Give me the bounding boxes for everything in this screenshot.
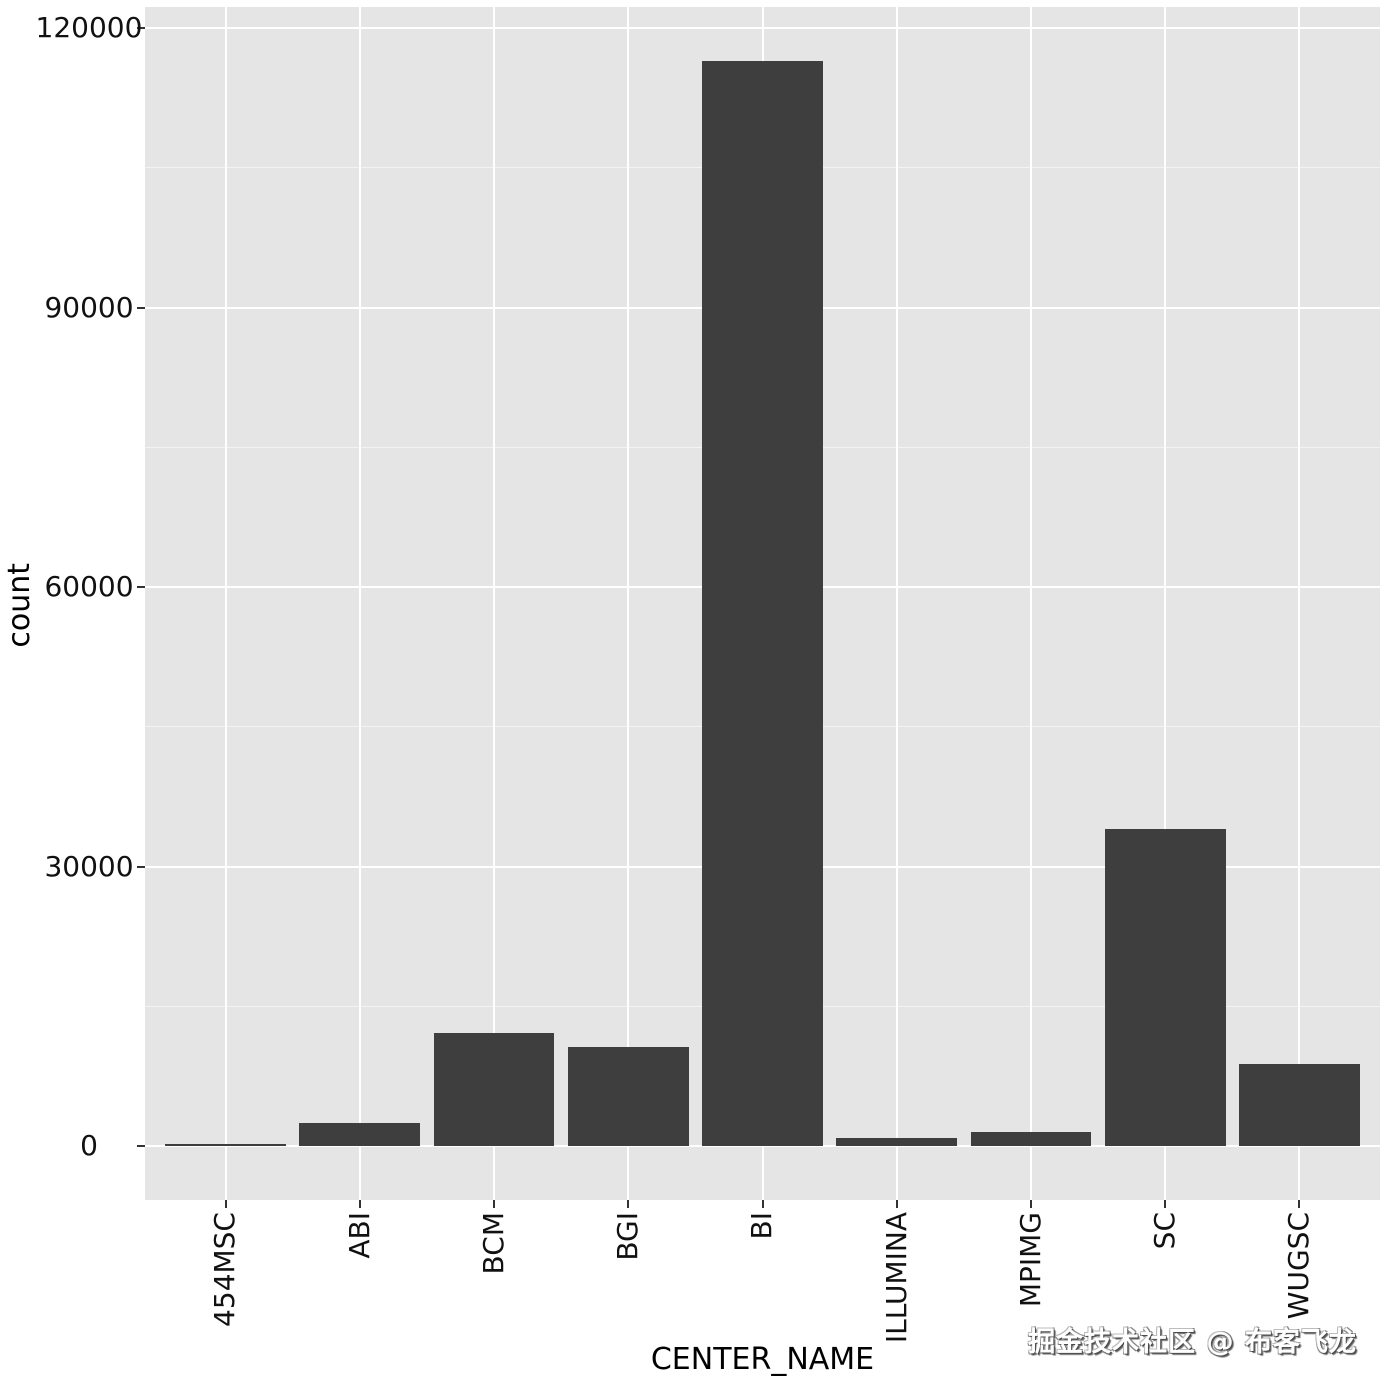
x-tick-label: 454MSC xyxy=(208,1212,242,1327)
x-tick-label: ABI xyxy=(342,1212,376,1259)
bar-bgi xyxy=(567,1047,689,1146)
bar-wugsc xyxy=(1239,1064,1360,1146)
watermark-text: 掘金技术社区 @ 布客飞龙 xyxy=(1028,1327,1357,1358)
y-axis-title: count xyxy=(1,562,37,648)
y-tick-mark xyxy=(137,1145,145,1147)
x-tick-label: BCM xyxy=(476,1212,510,1275)
gridline-major-v xyxy=(1029,7,1032,1200)
y-tick-label: 30000 xyxy=(44,849,134,883)
x-tick-mark xyxy=(1029,1200,1032,1208)
bar-mpimg xyxy=(970,1132,1092,1146)
y-tick-mark xyxy=(137,865,145,868)
x-tick-mark xyxy=(761,1200,764,1208)
y-tick-label: 120000 xyxy=(35,11,143,44)
bar-454msc xyxy=(165,1144,286,1146)
x-tick-mark xyxy=(1164,1200,1167,1208)
y-tick-mark xyxy=(137,586,145,588)
y-tick-label: 0 xyxy=(80,1129,98,1162)
y-tick-label: 60000 xyxy=(44,570,134,603)
x-tick-mark xyxy=(1298,1200,1301,1208)
x-tick-label: ILLUMINA xyxy=(879,1212,913,1344)
bar-bi xyxy=(702,60,823,1146)
y-tick-mark xyxy=(137,306,145,309)
y-tick-label: 90000 xyxy=(44,290,134,324)
y-axis-title-wrap: count xyxy=(0,520,38,690)
gridline-major-v xyxy=(224,7,227,1200)
x-tick-mark xyxy=(627,1200,630,1208)
x-axis-title: CENTER_NAME xyxy=(650,1342,875,1377)
x-tick-label: BI xyxy=(745,1212,779,1240)
x-tick-label: SC xyxy=(1148,1212,1182,1250)
x-tick-mark xyxy=(358,1200,361,1208)
gridline-major-v xyxy=(358,7,361,1200)
bar-sc xyxy=(1104,829,1226,1146)
x-tick-mark xyxy=(493,1200,496,1208)
x-tick-label: BGI xyxy=(611,1212,645,1261)
x-tick-mark xyxy=(895,1200,898,1208)
gridline-major-v xyxy=(895,7,898,1200)
y-tick-mark xyxy=(137,27,145,29)
x-tick-label: WUGSC xyxy=(1282,1212,1316,1320)
gridline-major-v xyxy=(627,7,630,1200)
bar-abi xyxy=(299,1122,421,1146)
bar-bcm xyxy=(433,1033,555,1146)
x-tick-label: MPIMG xyxy=(1013,1212,1047,1308)
gridline-major-v xyxy=(1164,7,1167,1200)
x-tick-mark xyxy=(224,1200,227,1208)
gridline-major-v xyxy=(493,7,496,1200)
gridline-major-v xyxy=(1298,7,1301,1200)
bar-illumina xyxy=(836,1137,958,1146)
